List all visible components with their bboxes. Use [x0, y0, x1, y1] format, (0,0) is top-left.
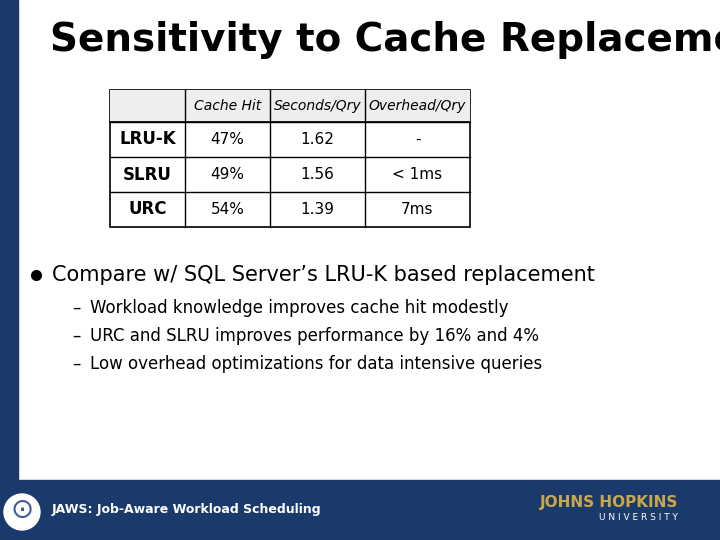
Text: SLRU: SLRU: [123, 165, 172, 184]
Bar: [110, 90, 470, 122]
Text: < 1ms: < 1ms: [392, 167, 443, 182]
Bar: [0, 480, 720, 540]
Text: Compare w/ SQL Server’s LRU-K based replacement: Compare w/ SQL Server’s LRU-K based repl…: [52, 265, 595, 285]
Text: URC and SLRU improves performance by 16% and 4%: URC and SLRU improves performance by 16%…: [90, 327, 539, 345]
Text: U N I V E R S I T Y: U N I V E R S I T Y: [599, 514, 678, 523]
Text: Cache Hit: Cache Hit: [194, 99, 261, 113]
Text: 47%: 47%: [210, 132, 244, 147]
Bar: [0, 0, 18, 480]
Text: Low overhead optimizations for data intensive queries: Low overhead optimizations for data inte…: [90, 355, 542, 373]
Text: 1.56: 1.56: [300, 167, 334, 182]
Text: 54%: 54%: [210, 202, 244, 217]
Text: 7ms: 7ms: [401, 202, 433, 217]
Text: Seconds/Qry: Seconds/Qry: [274, 99, 361, 113]
Text: Sensitivity to Cache Replacement: Sensitivity to Cache Replacement: [50, 21, 720, 59]
Circle shape: [4, 494, 40, 530]
Text: 1.62: 1.62: [300, 132, 334, 147]
Text: URC: URC: [128, 200, 167, 219]
Text: –: –: [72, 327, 81, 345]
Text: –: –: [72, 355, 81, 373]
Text: JAWS: Job-Aware Workload Scheduling: JAWS: Job-Aware Workload Scheduling: [52, 503, 322, 516]
Text: 1.39: 1.39: [300, 202, 335, 217]
Text: Workload knowledge improves cache hit modestly: Workload knowledge improves cache hit mo…: [90, 299, 508, 317]
Text: LRU-K: LRU-K: [120, 131, 176, 149]
Bar: [110, 90, 470, 227]
Text: ⊙: ⊙: [10, 496, 34, 524]
Text: -: -: [415, 132, 420, 147]
Text: JOHNS HOPKINS: JOHNS HOPKINS: [539, 496, 678, 510]
Text: Overhead/Qry: Overhead/Qry: [369, 99, 466, 113]
Text: –: –: [72, 299, 81, 317]
Text: 49%: 49%: [210, 167, 245, 182]
